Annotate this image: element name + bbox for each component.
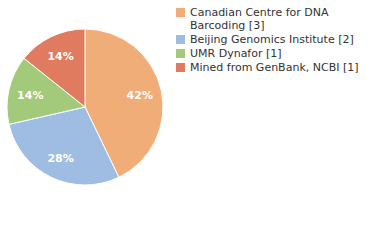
data-label: 42%: [127, 89, 153, 102]
data-label: 14%: [17, 89, 43, 102]
legend-swatch: [176, 35, 185, 44]
legend-label: Canadian Centre for DNABarcoding [3]: [190, 6, 329, 32]
legend-swatch: [176, 49, 185, 58]
data-label: 14%: [47, 50, 73, 63]
data-label: 28%: [47, 152, 73, 165]
legend-label: Mined from GenBank, NCBI [1]: [190, 61, 359, 74]
legend-swatch: [176, 8, 185, 17]
legend-label: UMR Dynafor [1]: [190, 47, 282, 60]
pie: [7, 29, 163, 185]
legend-label: Beijing Genomics Institute [2]: [190, 33, 354, 46]
legend-swatch: [176, 63, 185, 72]
chart: 42% 28% 14% 14% Canadian Centre for DNABarco…: [0, 0, 380, 240]
data-labels: 42% 28% 14% 14%: [17, 50, 153, 164]
legend: Canadian Centre for DNABarcoding [3]Beij…: [176, 6, 359, 74]
